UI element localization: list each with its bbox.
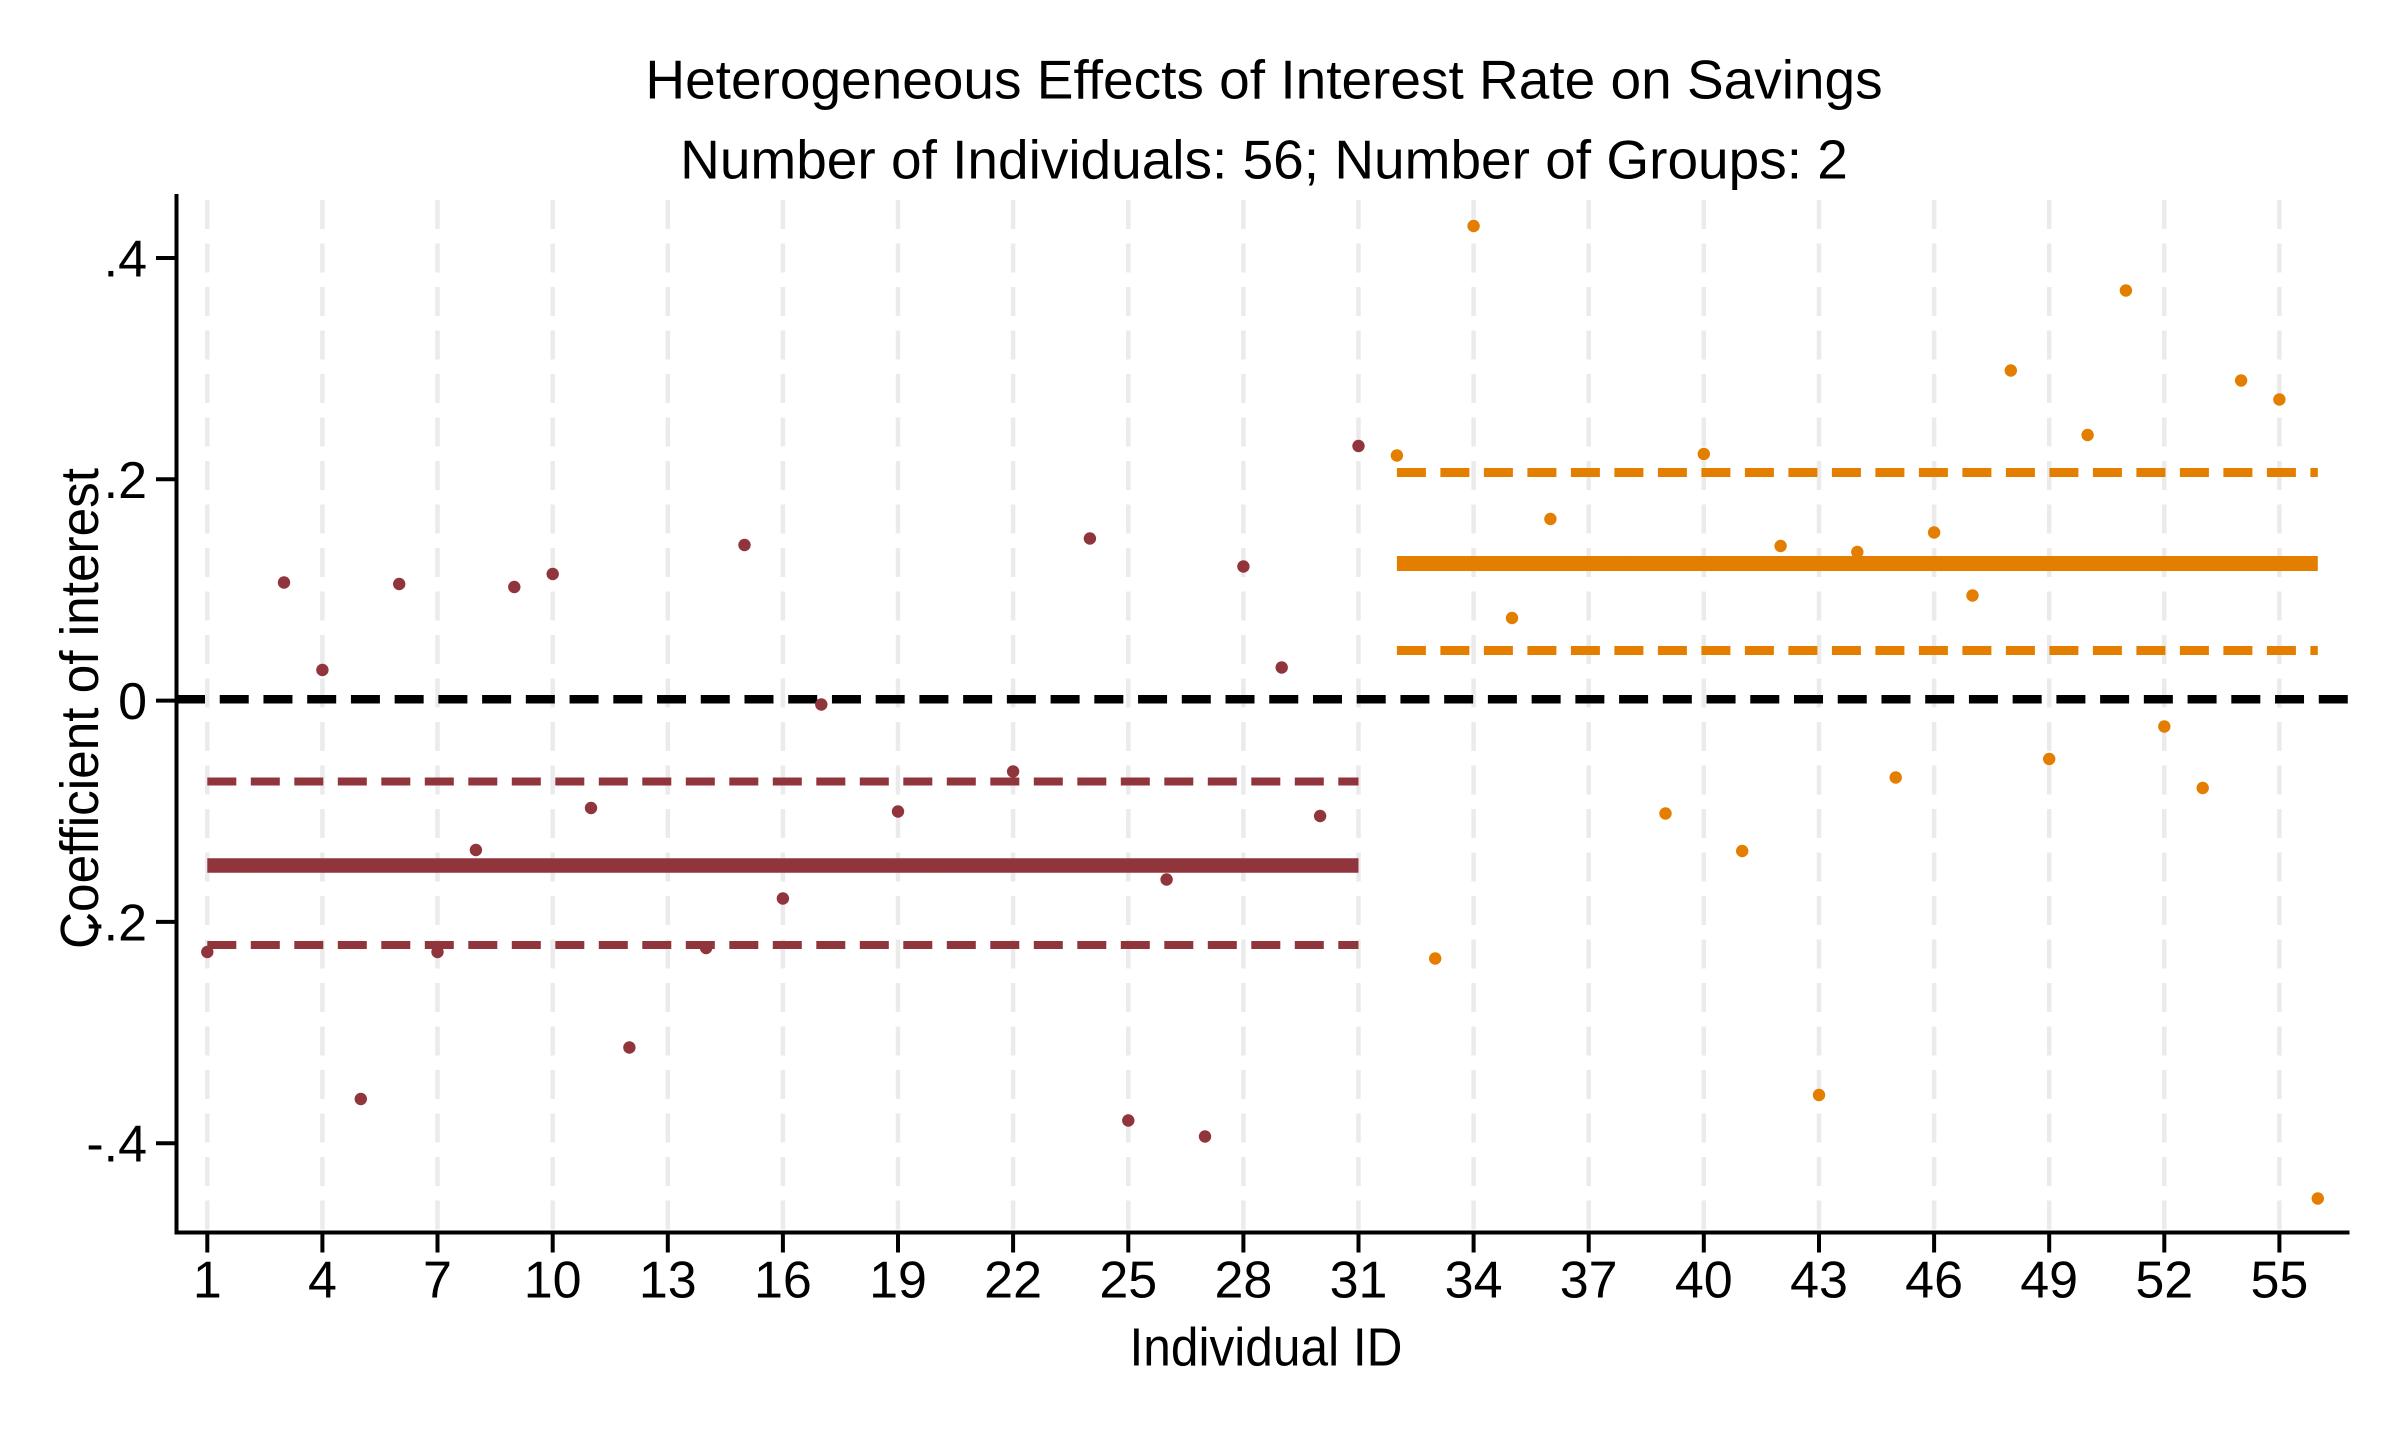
svg-text:52: 52	[2135, 1252, 2193, 1310]
svg-text:55: 55	[2250, 1252, 2308, 1310]
svg-text:10: 10	[524, 1252, 582, 1310]
svg-text:16: 16	[754, 1252, 812, 1310]
svg-text:Coefficient of interest: Coefficient of interest	[50, 468, 110, 949]
svg-text:43: 43	[1790, 1252, 1848, 1310]
svg-text:22: 22	[984, 1252, 1042, 1310]
svg-text:28: 28	[1214, 1252, 1272, 1310]
svg-text:40: 40	[1675, 1252, 1733, 1310]
svg-text:46: 46	[1905, 1252, 1963, 1310]
svg-text:-.2: -.2	[86, 894, 147, 952]
svg-text:37: 37	[1560, 1252, 1618, 1310]
svg-text:.2: .2	[104, 452, 147, 510]
svg-text:25: 25	[1099, 1252, 1157, 1310]
svg-text:-.4: -.4	[86, 1116, 147, 1174]
svg-text:0: 0	[118, 673, 147, 731]
svg-text:34: 34	[1445, 1252, 1503, 1310]
svg-text:.4: .4	[104, 231, 147, 289]
svg-text:13: 13	[639, 1252, 697, 1310]
svg-text:Number of Individuals: 56; Num: Number of Individuals: 56; Number of Gro…	[680, 129, 1848, 191]
svg-text:1: 1	[193, 1252, 222, 1310]
svg-text:31: 31	[1330, 1252, 1388, 1310]
svg-text:49: 49	[2020, 1252, 2078, 1310]
svg-text:19: 19	[869, 1252, 927, 1310]
svg-text:4: 4	[308, 1252, 337, 1310]
svg-text:Heterogeneous Effects of Inter: Heterogeneous Effects of Interest Rate o…	[645, 49, 1882, 111]
svg-text:7: 7	[423, 1252, 452, 1310]
svg-text:Individual ID: Individual ID	[1130, 1318, 1403, 1378]
